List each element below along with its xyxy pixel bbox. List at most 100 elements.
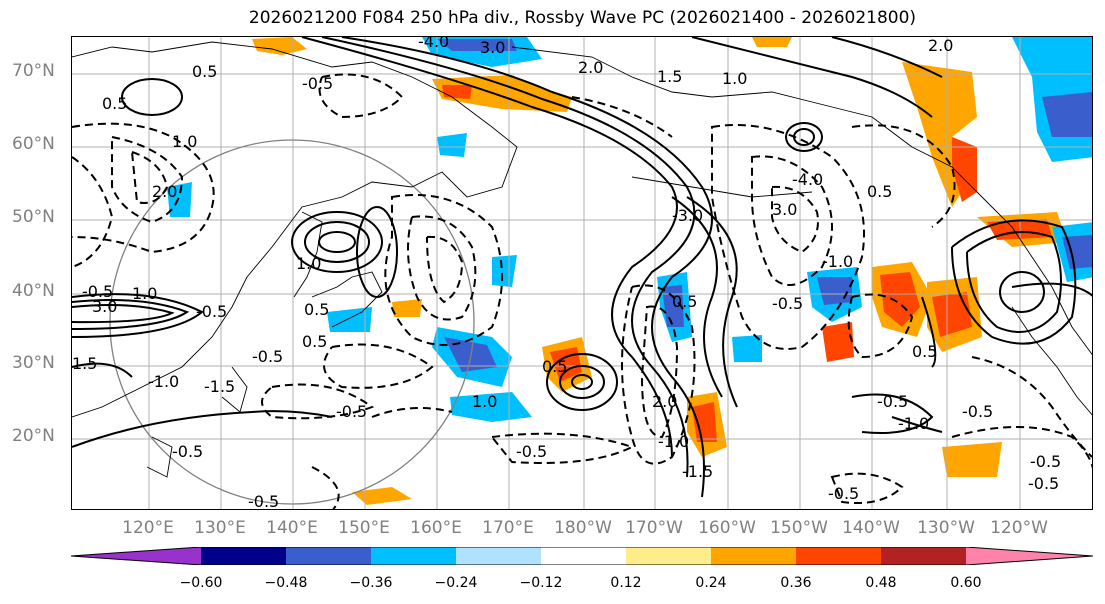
lon-label-140w: 140°W (842, 518, 900, 538)
colorbar-extend-low (71, 547, 201, 565)
lat-label-70n: 70°N (12, 61, 55, 81)
contour-label: 3.0 (772, 200, 797, 219)
lat-label-40n: 40°N (12, 281, 55, 301)
contour-label: -1.0 (148, 372, 179, 391)
colorbar-tick-label: −0.36 (349, 575, 393, 591)
positive-div-area (752, 37, 792, 47)
lon-label-160e: 160°E (410, 518, 462, 538)
positive-div-area (392, 299, 422, 317)
lon-label-130w: 130°W (917, 518, 975, 538)
lon-label-160w: 160°W (698, 518, 756, 538)
contour-label: 2.0 (652, 392, 677, 411)
contour-label: 0.5 (192, 62, 217, 81)
lon-label-180w: 180°W (554, 518, 612, 538)
lon-label-170e: 170°E (482, 518, 534, 538)
lon-label-120w: 120°W (990, 518, 1048, 538)
contour-label: -0.5 (82, 282, 113, 301)
positive-contours (72, 37, 1092, 498)
contour-labels: -4.0 3.0 2.0 1.5 1.0 2.0 -0.5 0.5 0.5 1.… (72, 37, 1061, 510)
colorbar-tick-label: 0.12 (610, 575, 642, 591)
negative-div-area (327, 307, 372, 332)
colorbar-extend-high (966, 547, 1093, 565)
contour-label: -1.0 (822, 252, 853, 271)
lat-label-60n: 60°N (12, 134, 55, 154)
coastlines (72, 41, 1092, 478)
contour-label: 1.0 (296, 254, 321, 273)
map-title: 2026021200 F084 250 hPa div., Rossby Wav… (248, 8, 917, 28)
contour-label: 0.5 (672, 292, 697, 311)
contour-label: -0.5 (248, 492, 279, 510)
contour-label: -4.0 (418, 37, 449, 51)
contour-label: 2.0 (152, 182, 177, 201)
colorbar-segment (201, 547, 286, 565)
contour-label: 0.5 (302, 332, 327, 351)
colorbar-tick-label: 0.24 (695, 575, 727, 591)
contour-label: 3.0 (480, 38, 505, 57)
lon-label-150e: 150°E (338, 518, 390, 538)
contour-label: -3.0 (672, 206, 703, 225)
negative-div-area (662, 285, 684, 327)
lon-label-170w: 170°W (625, 518, 683, 538)
contour-label: 3.0 (92, 297, 117, 316)
map-canvas: -4.0 3.0 2.0 1.5 1.0 2.0 -0.5 0.5 0.5 1.… (72, 37, 1092, 510)
colorbar-segment (286, 547, 371, 565)
colorbar-tick-label: 0.60 (950, 575, 982, 591)
contour-label: 2.0 (928, 37, 953, 55)
contour-label: 1.5 (657, 67, 682, 86)
contour-label: -0.5 (196, 302, 227, 321)
positive-div-area (880, 272, 920, 327)
contour-label: -1.5 (204, 377, 235, 396)
positive-div-area (932, 292, 972, 337)
contour-label: 0.5 (912, 342, 937, 361)
contour-label: 0.5 (867, 182, 892, 201)
contour-label: -4.0 (792, 170, 823, 189)
contour-label: 2.0 (578, 58, 603, 77)
contour-label: -0.5 (828, 484, 859, 503)
positive-div-area (822, 322, 854, 362)
contour-label: 1.0 (722, 69, 747, 88)
colorbar-tick-label: 0.48 (865, 575, 897, 591)
colorbar-segment (881, 547, 966, 565)
contour-label: -0.5 (252, 347, 283, 366)
lat-label-20n: 20°N (12, 426, 55, 446)
contour-label: 0.5 (102, 94, 127, 113)
colorbar-tick-label: −0.24 (434, 575, 478, 591)
negative-div-area (167, 182, 192, 217)
contour-label: -1.0 (898, 414, 929, 433)
colorbar-segment (456, 547, 541, 565)
lon-label-120e: 120°E (122, 518, 174, 538)
contour-label: -0.5 (1030, 452, 1061, 471)
colorbar-segment (796, 547, 881, 565)
contour-label: 0.5 (542, 357, 567, 376)
negative-div-area (437, 39, 517, 51)
colorbar-tick-label: 0.36 (780, 575, 812, 591)
negative-div-area (450, 392, 532, 422)
lat-label-30n: 30°N (12, 353, 55, 373)
contour-label: 1.0 (132, 284, 157, 303)
positive-div-area (442, 85, 472, 99)
negative-div-area (437, 133, 467, 157)
contour-label: -0.5 (1028, 474, 1059, 493)
lon-label-150w: 150°W (770, 518, 828, 538)
contour-label: -0.5 (302, 74, 333, 93)
negative-div-area (492, 255, 517, 287)
contour-label: -0.5 (877, 392, 908, 411)
lon-label-130e: 130°E (194, 518, 246, 538)
colorbar-tick-label: −0.60 (179, 575, 223, 591)
contour-label: -1.0 (658, 432, 689, 451)
contour-label: -1.5 (682, 462, 713, 481)
map-panel[interactable]: -4.0 3.0 2.0 1.5 1.0 2.0 -0.5 0.5 0.5 1.… (71, 36, 1093, 510)
positive-div-area (550, 347, 582, 382)
colorbar-segment (541, 547, 626, 565)
positive-div-area (692, 402, 717, 442)
contour-label: 1.0 (472, 392, 497, 411)
contour-label: -0.5 (172, 442, 203, 461)
contour-label: -0.5 (336, 402, 367, 421)
lon-label-140e: 140°E (266, 518, 318, 538)
contour-label: -0.5 (516, 442, 547, 461)
negative-div-area (732, 335, 762, 362)
colorbar-segment (371, 547, 456, 565)
positive-div-area (252, 37, 307, 55)
colorbar-tick-label: −0.48 (264, 575, 308, 591)
colorbar-segment (626, 547, 711, 565)
